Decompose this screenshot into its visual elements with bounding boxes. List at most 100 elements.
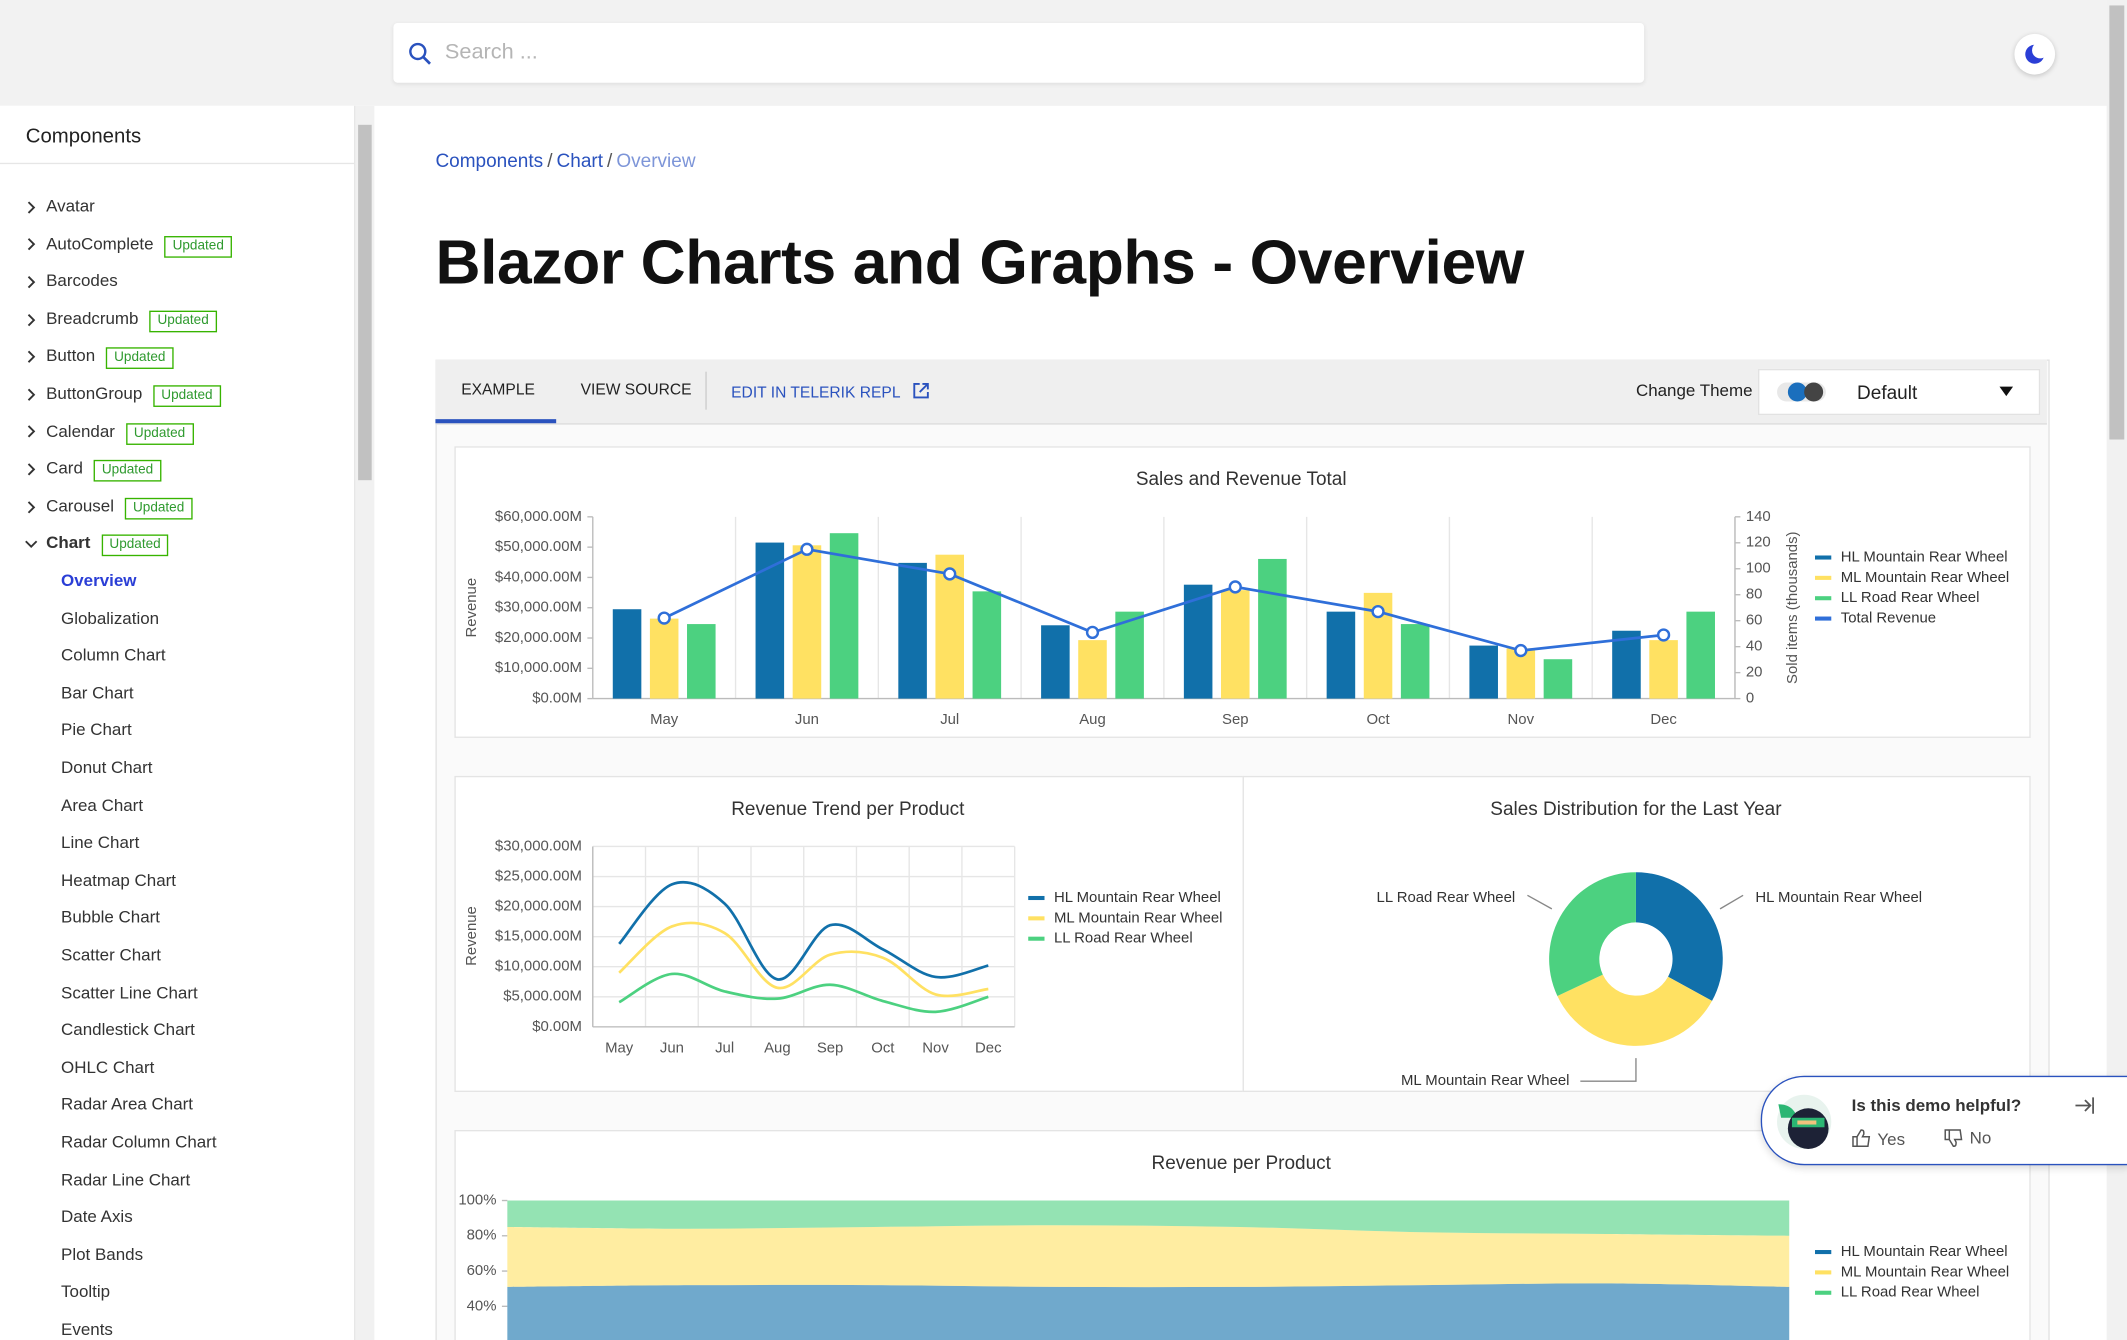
y-tick-label: 20 (1746, 664, 1763, 681)
area (507, 1225, 1790, 1288)
x-tick-label: Sep (817, 1040, 844, 1057)
nav-label: Card (46, 458, 83, 478)
theme-dropdown[interactable]: Default (1758, 368, 2041, 416)
dropdown-arrow (1999, 386, 2014, 397)
line (618, 880, 989, 981)
nav-subitem[interactable]: Bar Chart (61, 683, 134, 703)
nav-subitem[interactable]: Globalization (61, 608, 160, 628)
yes-button[interactable]: Yes (1852, 1129, 1905, 1149)
donut-slice (1557, 974, 1713, 1046)
nav-item[interactable]: AutoComplete Updated (24, 234, 233, 258)
scrollbar[interactable] (2106, 0, 2127, 1340)
chevron-path (27, 350, 36, 363)
repl-link[interactable]: EDIT IN TELERIK REPL (731, 382, 929, 402)
x-tick-label: Dec (975, 1040, 1002, 1057)
nav-item[interactable]: Card Updated (24, 458, 162, 482)
nav-label: Chart (46, 533, 91, 553)
axis-title: Sold items (thousands) (1784, 531, 1801, 683)
tab[interactable]: VIEW SOURCE (580, 382, 692, 399)
point (1371, 604, 1385, 619)
chevron-path (27, 388, 36, 401)
sidebar-title: Components (25, 124, 142, 148)
chevron-path (27, 238, 36, 251)
close-icon[interactable] (2074, 1096, 2096, 1115)
nav-label: ButtonGroup (46, 383, 143, 403)
y-tick-label: 100% (458, 1191, 496, 1208)
search-icon (409, 42, 431, 65)
nav-subitem[interactable]: Scatter Chart (61, 945, 161, 965)
y-tick-label: $40,000.00M (495, 568, 582, 585)
search-box[interactable]: Search ... (393, 23, 1645, 83)
nav-subitem[interactable]: Events (61, 1319, 113, 1339)
no-button[interactable]: No (1944, 1129, 1991, 1148)
nav-subitem[interactable]: OHLC Chart (61, 1057, 155, 1077)
chevron (27, 463, 36, 476)
leader-line (1527, 894, 1553, 910)
nav-item[interactable]: ButtonGroup Updated (24, 383, 221, 407)
chevron-path (25, 540, 38, 549)
nav-subitem[interactable]: Area Chart (61, 795, 144, 815)
demo-toolbar: EXAMPLE VIEW SOURCE EDIT IN TELERIK REPL… (435, 359, 2047, 425)
bar (1686, 611, 1715, 699)
nav-subitem[interactable]: Plot Bands (61, 1244, 144, 1264)
bar (792, 545, 822, 699)
nav-item[interactable]: Button Updated (24, 346, 174, 370)
badge: Updated (153, 385, 221, 407)
nav-subitem[interactable]: Heatmap Chart (61, 870, 177, 890)
x-tick-label: Aug (764, 1040, 791, 1057)
nav-subitem[interactable]: Pie Chart (61, 720, 132, 740)
chevron-path (27, 425, 36, 438)
point (657, 611, 671, 625)
scroll-thumb[interactable] (358, 124, 372, 481)
nav-subitem[interactable]: Candlestick Chart (61, 1020, 195, 1040)
nav-subitem[interactable]: Date Axis (61, 1207, 133, 1227)
nav-item[interactable]: Carousel Updated (24, 496, 193, 520)
legend-swatch (1815, 616, 1832, 621)
nav-subitem[interactable]: Line Chart (61, 833, 140, 853)
chevron-path (27, 500, 36, 513)
theme-value: Default (1857, 381, 1918, 403)
chart-title: Sales Distribution for the Last Year (1490, 799, 1781, 820)
moon-icon (2025, 42, 2049, 64)
nav-subitem[interactable]: Bubble Chart (61, 908, 161, 928)
nav-item[interactable]: Breadcrumb Updated (24, 309, 217, 333)
scrollbar[interactable] (355, 105, 375, 1340)
breadcrumb-separator: / (547, 149, 553, 171)
y-tick-label: $25,000.00M (495, 867, 582, 884)
badge: Updated (124, 497, 193, 520)
nav-item[interactable]: Chart Updated (24, 533, 169, 557)
nav-label: Button (46, 346, 96, 366)
nav-subitem[interactable]: Overview (61, 571, 137, 591)
chart-title: Sales and Revenue Total (1136, 469, 1347, 490)
nav-subitem[interactable]: Column Chart (61, 645, 166, 665)
nav-item[interactable]: Calendar Updated (24, 421, 194, 445)
legend-swatch (1028, 916, 1045, 921)
nav-item[interactable]: Barcodes (24, 272, 118, 291)
nav-subitem[interactable]: Radar Line Chart (61, 1170, 191, 1190)
axis-title: Revenue (463, 906, 480, 966)
thumb-down (1944, 1129, 1963, 1147)
bar (1612, 630, 1641, 699)
nav-subitem[interactable]: Radar Area Chart (61, 1095, 194, 1115)
point (1514, 643, 1528, 658)
nav-subitem[interactable]: Radar Column Chart (61, 1132, 217, 1152)
tab[interactable]: EXAMPLE (461, 382, 535, 399)
breadcrumb-link[interactable]: Chart (556, 149, 603, 171)
nav-subitem[interactable]: Donut Chart (61, 758, 153, 778)
sidebar: Components Avatar AutoComplete Updated Barc… (0, 105, 356, 1340)
scroll-thumb[interactable] (2109, 5, 2125, 440)
nav-subitem[interactable]: Scatter Line Chart (61, 982, 198, 1002)
y-tick-label: $15,000.00M (495, 928, 582, 945)
theme-toggle[interactable] (2014, 33, 2056, 75)
legend-label: ML Mountain Rear Wheel (1841, 569, 2009, 586)
breadcrumb-link[interactable]: Components (435, 149, 544, 171)
chevron (25, 540, 38, 549)
x-tick-label: Nov (922, 1040, 949, 1057)
legend-label: Total Revenue (1841, 610, 1936, 627)
nav-subitem[interactable]: Tooltip (61, 1282, 111, 1302)
nav-item[interactable]: Avatar (24, 197, 95, 216)
y-tick-label: $0.00M (532, 690, 582, 707)
legend-swatch (1815, 575, 1832, 580)
leader-line (1719, 894, 1744, 910)
